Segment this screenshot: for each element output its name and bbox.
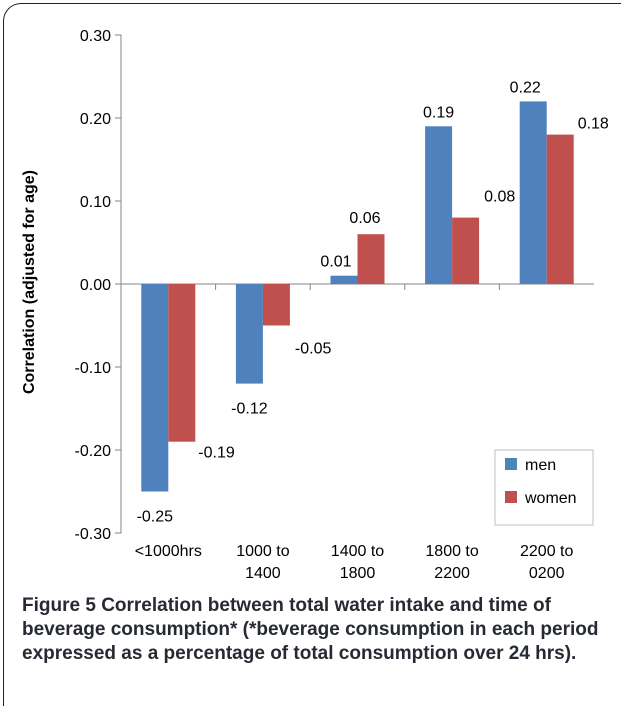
y-axis-title-text: Correlation (adjusted for age) xyxy=(21,170,38,394)
y-tick-label: -0.10 xyxy=(75,360,112,377)
x-tick-label: 2200 to xyxy=(520,543,573,560)
data-label-men: 0.01 xyxy=(320,254,351,271)
legend-swatch-men xyxy=(505,458,517,470)
data-label-women: 0.18 xyxy=(578,116,609,133)
x-tick-label: 2200 xyxy=(434,565,470,582)
y-tick-label: 0.10 xyxy=(80,194,111,211)
x-tick-label: 1400 to xyxy=(331,543,384,560)
y-tick-label: -0.20 xyxy=(75,443,112,460)
bar-women xyxy=(168,284,196,442)
data-labels: -0.25 -0.12 0.01 0.19 0.22 -0.19 -0.05 0.06 0.08… xyxy=(137,79,609,525)
legend-swatch-women xyxy=(505,491,517,503)
legend-label-men: men xyxy=(525,457,556,474)
y-axis-ticks: 0.30 0.20 0.10 0.00 -0.10 -0.20 -0.30 xyxy=(75,28,121,543)
bar-women xyxy=(357,234,385,284)
y-tick-label: 0.20 xyxy=(80,111,111,128)
data-label-women: 0.08 xyxy=(484,189,515,206)
data-label-women: -0.19 xyxy=(198,445,235,462)
x-axis-ticks: <1000hrs 1000 to 1400 1400 to 1800 1800 to 220… xyxy=(135,543,574,582)
data-label-women: 0.06 xyxy=(349,210,380,227)
figure-caption: Figure 5 Correlation between total water… xyxy=(22,594,602,666)
y-tick-label: -0.30 xyxy=(75,526,112,543)
bar-men xyxy=(235,284,263,384)
x-tick-label: 1400 xyxy=(245,565,281,582)
y-tick-label: 0.00 xyxy=(80,277,111,294)
bar-women xyxy=(262,284,290,326)
x-tick-label: <1000hrs xyxy=(135,543,202,560)
bar-chart: Correlation (adjusted for age) 0.300.200… xyxy=(21,28,609,582)
data-label-men: -0.12 xyxy=(231,401,268,418)
figure-frame xyxy=(3,3,621,706)
y-axis-title: Correlation (adjusted for age) xyxy=(21,170,38,394)
figure-caption-text: Correlation between total water intake a… xyxy=(22,595,599,664)
bar-men xyxy=(425,126,453,284)
bar-men xyxy=(141,284,169,492)
data-label-men: 0.19 xyxy=(423,104,454,121)
bar-women xyxy=(452,217,480,284)
x-tick-label: 0200 xyxy=(529,565,565,582)
x-tick-label: 1000 to xyxy=(236,543,289,560)
figure-label: Figure 5 xyxy=(22,595,96,616)
legend: men women xyxy=(494,449,594,526)
bar-men xyxy=(519,101,547,285)
y-tick-label: 0.30 xyxy=(80,28,111,45)
data-label-men: 0.22 xyxy=(510,79,541,96)
bar-men xyxy=(330,275,358,284)
bars xyxy=(141,101,574,492)
x-tick-label: 1800 xyxy=(340,565,376,582)
data-label-women: -0.05 xyxy=(295,341,332,358)
x-tick-label: 1800 to xyxy=(425,543,478,560)
data-label-men: -0.25 xyxy=(137,509,174,526)
bar-women xyxy=(546,134,574,284)
legend-label-women: women xyxy=(524,490,577,507)
